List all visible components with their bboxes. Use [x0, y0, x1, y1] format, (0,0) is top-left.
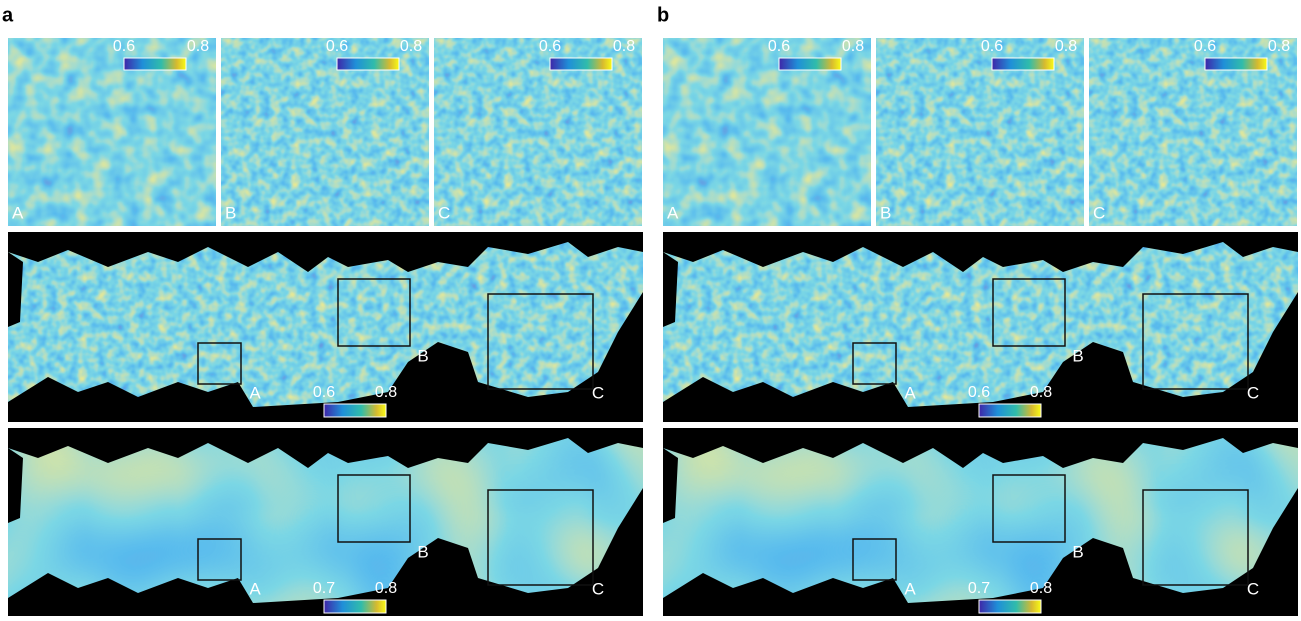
map: A B C 0.7 0.8	[663, 428, 1298, 616]
map: A B C 0.6 0.8	[663, 232, 1298, 422]
box-label: B	[417, 346, 428, 365]
box-label: B	[1072, 346, 1083, 365]
map: A B C 0.6 0.8	[8, 232, 643, 422]
colorbar	[1205, 58, 1267, 70]
box-label: C	[592, 579, 604, 598]
colorbar	[337, 58, 399, 70]
figure: a 0.6 0.8 A 0.6 0.8 B 0.6 0.8 C A B C 0.6 0.8 A B C 0.7 0.8…	[0, 0, 1301, 616]
tile-label: B	[225, 203, 236, 222]
tile-label: C	[438, 203, 450, 222]
box-label: A	[904, 579, 916, 598]
colorbar	[124, 58, 186, 70]
colorbar-label: 0.8	[1030, 384, 1052, 401]
colorbar	[324, 404, 386, 417]
colorbar-label: 0.8	[842, 38, 864, 55]
tile: 0.6 0.8 A	[663, 38, 871, 226]
tile-label: A	[12, 203, 24, 222]
colorbar-label: 0.7	[968, 580, 990, 597]
colorbar	[979, 600, 1041, 613]
box-label: B	[417, 542, 428, 561]
colorbar-label: 0.7	[313, 580, 335, 597]
tile-label: A	[667, 203, 679, 222]
colorbar	[550, 58, 612, 70]
colorbar-label: 0.8	[375, 580, 397, 597]
colorbar-label: 0.8	[187, 38, 209, 55]
tile: 0.6 0.8 C	[1089, 38, 1297, 226]
box-label: C	[1247, 383, 1259, 402]
colorbar-label: 0.6	[981, 38, 1003, 55]
tile: 0.6 0.8 B	[221, 38, 429, 226]
colorbar	[324, 600, 386, 613]
box-label: C	[1247, 579, 1259, 598]
colorbar	[979, 404, 1041, 417]
tile: 0.6 0.8 B	[876, 38, 1084, 226]
tile: 0.6 0.8 C	[434, 38, 642, 226]
box-label: C	[592, 383, 604, 402]
colorbar-label: 0.6	[539, 38, 561, 55]
colorbar-label: 0.6	[326, 38, 348, 55]
tile: 0.6 0.8 A	[8, 38, 216, 226]
map: A B C 0.7 0.8	[8, 428, 643, 616]
box-label: A	[249, 579, 261, 598]
colorbar	[992, 58, 1054, 70]
colorbar-label: 0.6	[1194, 38, 1216, 55]
colorbar-label: 0.8	[1030, 580, 1052, 597]
tile-label: B	[880, 203, 891, 222]
colorbar-label: 0.6	[113, 38, 135, 55]
colorbar-label: 0.8	[1055, 38, 1077, 55]
colorbar-label: 0.6	[968, 384, 990, 401]
colorbar-label: 0.8	[400, 38, 422, 55]
box-label: B	[1072, 542, 1083, 561]
colorbar-label: 0.8	[375, 384, 397, 401]
colorbar-label: 0.6	[313, 384, 335, 401]
panel-label: a	[2, 4, 14, 26]
colorbar-label: 0.6	[768, 38, 790, 55]
box-label: A	[904, 383, 916, 402]
colorbar-label: 0.8	[613, 38, 635, 55]
box-label: A	[249, 383, 261, 402]
panel-label: b	[657, 4, 669, 26]
tile-label: C	[1093, 203, 1105, 222]
colorbar-label: 0.8	[1268, 38, 1290, 55]
colorbar	[779, 58, 841, 70]
